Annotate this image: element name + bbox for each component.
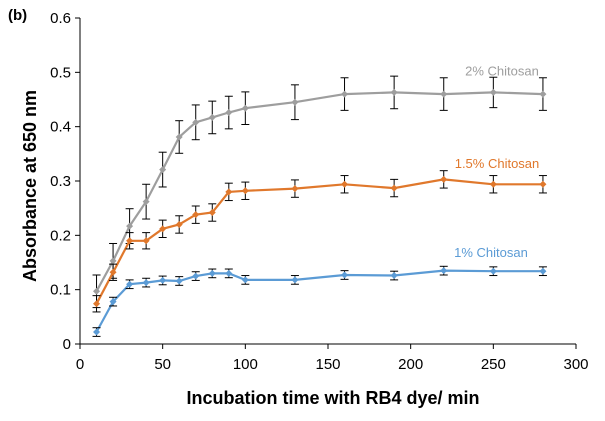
data-point: [159, 166, 167, 174]
data-point: [440, 175, 448, 183]
data-point: [126, 280, 134, 288]
data-point: [489, 180, 497, 188]
series-1-5-chitosan: [92, 170, 547, 313]
data-point: [109, 298, 117, 306]
x-axis-title: Incubation time with RB4 dye/ min: [186, 388, 479, 408]
data-point: [192, 211, 200, 219]
x-tick-label: 200: [398, 356, 423, 373]
data-point: [291, 98, 299, 106]
x-tick-label: 300: [563, 356, 588, 373]
series-2-chitosan: [92, 75, 547, 309]
series-labels: 2% Chitosan 1.5% Chitosan 1% Chitosan: [454, 63, 539, 260]
data-point: [159, 225, 167, 233]
x-tick-label: 150: [315, 356, 340, 373]
data-point: [390, 184, 398, 192]
x-tick-label: 0: [76, 356, 84, 373]
data-point: [93, 300, 101, 308]
data-point: [539, 90, 547, 98]
data-point: [175, 133, 183, 141]
data-point: [291, 185, 299, 193]
data-point: [341, 90, 349, 98]
data-point: [291, 276, 299, 284]
y-tick-label: 0.5: [50, 64, 71, 81]
data-point: [208, 269, 216, 277]
data-point: [489, 267, 497, 275]
data-point: [241, 276, 249, 284]
data-point: [192, 272, 200, 280]
data-point: [109, 257, 117, 265]
series-line: [95, 91, 543, 292]
y-tick-label: 0.1: [50, 282, 71, 299]
data-point: [142, 279, 150, 287]
data-point: [142, 198, 150, 206]
y-tick-label: 0.4: [50, 119, 71, 136]
data-point: [208, 113, 216, 121]
x-tick-label: 100: [233, 356, 258, 373]
data-point: [390, 272, 398, 280]
series-layer: [92, 75, 547, 337]
series-label: 2% Chitosan: [465, 63, 539, 78]
data-point: [440, 267, 448, 275]
x-tick-label: 250: [481, 356, 506, 373]
data-point: [225, 269, 233, 277]
data-point: [241, 104, 249, 112]
data-point: [539, 267, 547, 275]
series-label: 1.5% Chitosan: [455, 156, 540, 171]
data-point: [440, 90, 448, 98]
data-point: [489, 88, 497, 96]
data-point: [539, 180, 547, 188]
y-tick-label: 0: [63, 336, 71, 353]
data-point: [341, 271, 349, 279]
data-point: [142, 237, 150, 245]
data-point: [192, 118, 200, 126]
series-label: 1% Chitosan: [454, 245, 528, 260]
y-axis-title: Absorbance at 650 nm: [20, 90, 40, 282]
data-point: [159, 276, 167, 284]
series-line: [95, 269, 543, 333]
data-point: [93, 328, 101, 336]
data-point: [225, 188, 233, 196]
series-line: [95, 178, 543, 305]
data-point: [126, 222, 134, 230]
data-point: [175, 220, 183, 228]
y-tick-label: 0.3: [50, 173, 71, 190]
data-point: [175, 277, 183, 285]
data-point: [109, 268, 117, 276]
data-point: [208, 209, 216, 217]
panel-label: (b): [8, 7, 27, 24]
data-point: [93, 287, 101, 295]
data-point: [341, 180, 349, 188]
series-1-chitosan: [92, 265, 547, 337]
axes: 0 0.1 0.2 0.3 0.4 0.5 0.6 0 50 100 150 200 250 300: [50, 10, 588, 373]
y-tick-label: 0.6: [50, 10, 71, 27]
data-point: [126, 237, 134, 245]
y-tick-label: 0.2: [50, 227, 71, 244]
data-point: [225, 109, 233, 117]
data-point: [241, 187, 249, 195]
x-tick-label: 50: [154, 356, 171, 373]
data-point: [390, 88, 398, 96]
